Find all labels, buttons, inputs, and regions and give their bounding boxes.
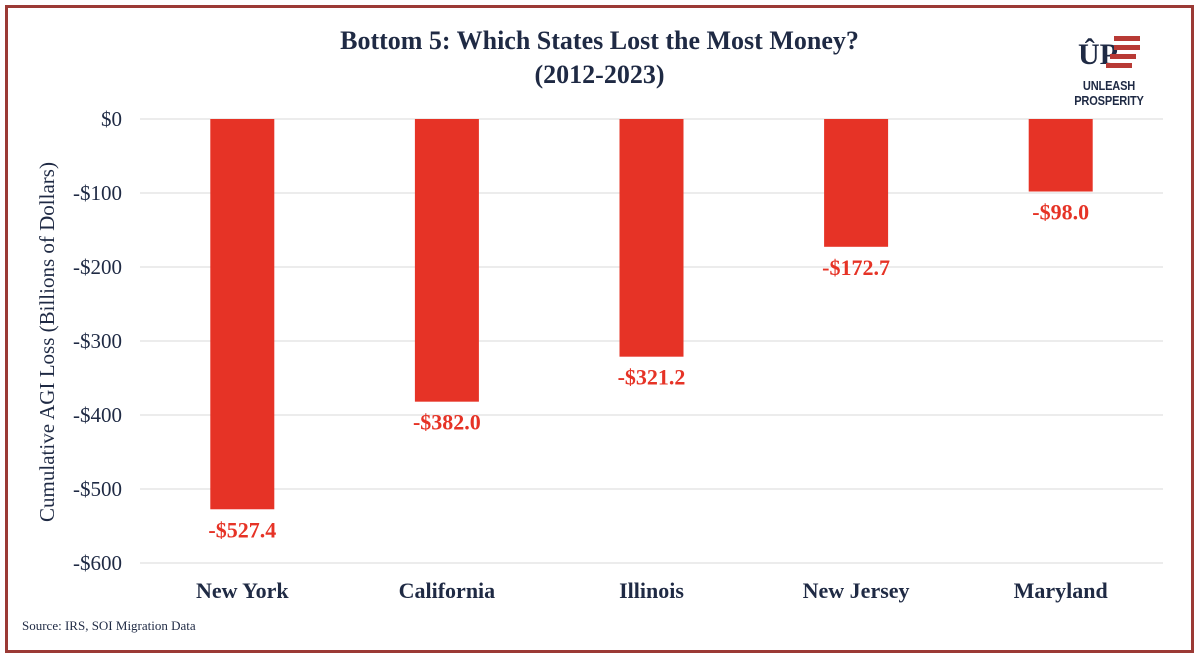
y-tick-label: $0 <box>101 107 122 131</box>
data-label: -$321.2 <box>618 365 686 390</box>
bar <box>210 119 275 510</box>
y-tick-label: -$400 <box>73 403 122 427</box>
bar <box>824 119 889 247</box>
chart-title-line1: Bottom 5: Which States Lost the Most Mon… <box>340 26 859 55</box>
logo-text: UNLEASH PROSPERITY <box>1074 78 1144 108</box>
chart-title-line2: (2012-2023) <box>534 60 665 89</box>
up-flag-logo-icon: ÛP <box>1078 36 1140 71</box>
data-label: -$527.4 <box>208 517 276 542</box>
y-tick-label: -$200 <box>73 255 122 279</box>
source-note: Source: IRS, SOI Migration Data <box>22 618 196 633</box>
bar <box>619 119 684 357</box>
y-tick-label: -$300 <box>73 329 122 353</box>
data-label: -$172.7 <box>822 255 890 280</box>
y-tick-label: -$600 <box>73 551 122 575</box>
x-tick-label: New Jersey <box>803 578 910 603</box>
unleash-prosperity-logo: ÛP UNLEASH PROSPERITY <box>1044 30 1174 108</box>
bar <box>414 119 479 402</box>
data-label: -$98.0 <box>1032 200 1089 225</box>
x-tick-label: Illinois <box>619 578 684 603</box>
bar <box>1028 119 1093 192</box>
data-label: -$382.0 <box>413 410 481 435</box>
chart-frame <box>5 5 1194 653</box>
chart-title: Bottom 5: Which States Lost the Most Mon… <box>0 24 1199 92</box>
x-tick-label: California <box>399 578 496 603</box>
y-tick-label: -$100 <box>73 181 122 205</box>
y-tick-label: -$500 <box>73 477 122 501</box>
x-tick-label: New York <box>196 578 289 603</box>
x-tick-label: Maryland <box>1014 578 1108 603</box>
